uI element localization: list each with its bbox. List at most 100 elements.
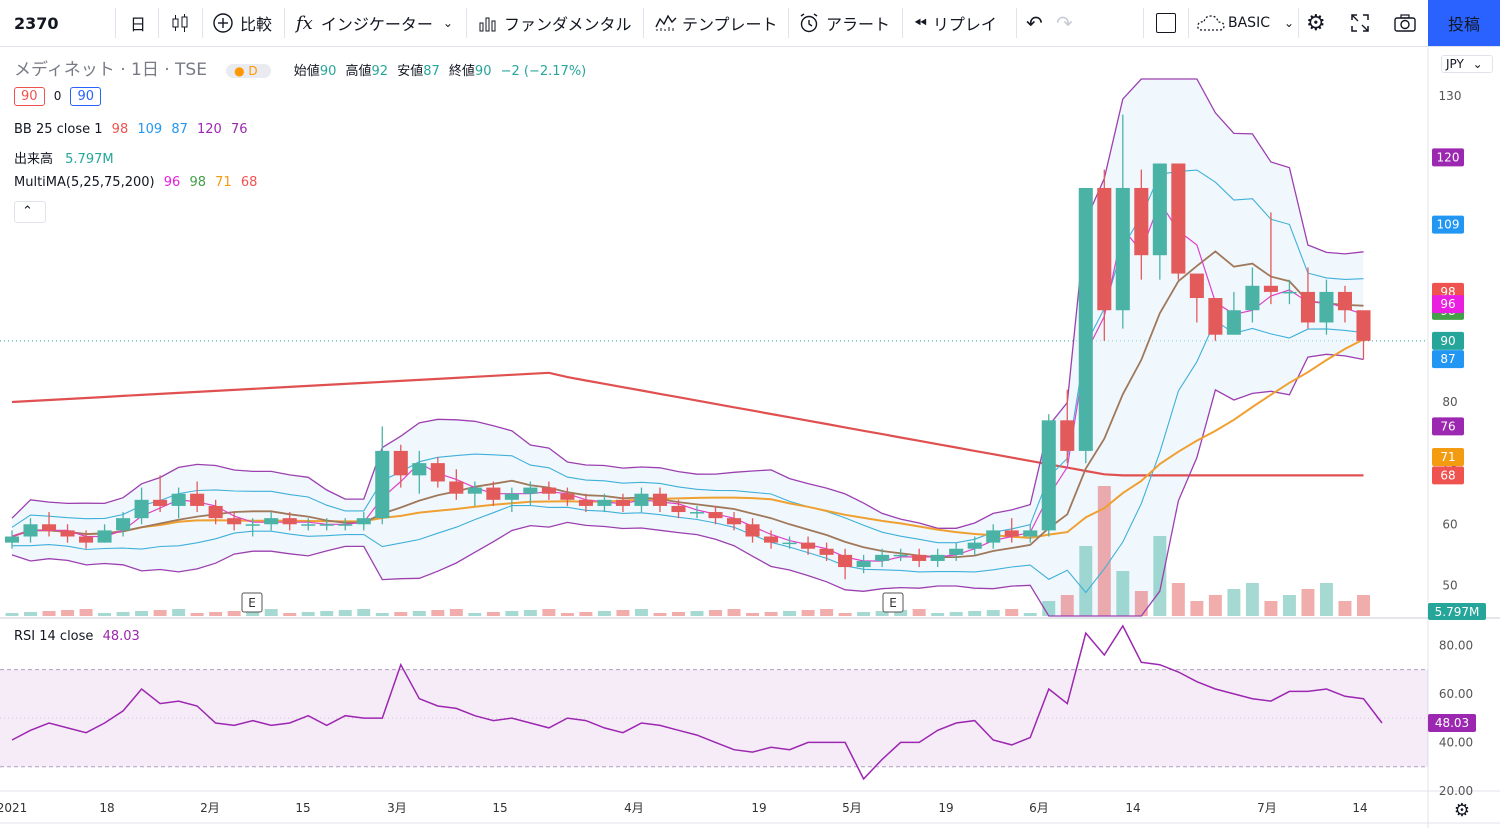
candle <box>1245 267 1260 323</box>
rsi-legend[interactable]: RSI 14 close 48.03 <box>14 629 145 644</box>
candle-body <box>41 524 57 531</box>
time-tick-label: 15 <box>492 801 507 815</box>
chevron-up-icon: ⌃ <box>22 204 33 219</box>
candle <box>449 469 464 500</box>
chevron-down-icon: ⌄ <box>1283 16 1295 30</box>
earnings-event-marker[interactable]: E <box>241 592 263 613</box>
candle <box>782 536 797 549</box>
volume-bar <box>1153 536 1167 616</box>
candle-body <box>671 505 686 513</box>
candle-body <box>986 530 1001 543</box>
fullscreen-layout-button[interactable] <box>1156 0 1176 46</box>
candle <box>1226 291 1241 335</box>
earnings-event-box <box>241 592 263 613</box>
candle-body <box>134 499 149 519</box>
earnings-event-marker[interactable]: E <box>882 592 904 613</box>
volume-bar <box>727 609 741 616</box>
volume-bar <box>912 609 926 616</box>
volume-bar <box>1338 601 1352 616</box>
chart-type-button[interactable] <box>170 0 190 46</box>
fullscreen-button[interactable] <box>1350 0 1370 46</box>
volume-bar <box>838 613 852 616</box>
rsi-value-badge: 48.03 <box>1428 714 1476 732</box>
layout-button[interactable]: BASIC ⌄ <box>1196 0 1294 46</box>
candle <box>1060 389 1075 464</box>
interval-button[interactable]: 日 <box>130 0 146 46</box>
candle-body <box>264 518 279 525</box>
volume-bar <box>172 609 186 616</box>
candle-body <box>467 487 482 494</box>
volume-bar <box>1301 589 1315 616</box>
candle <box>1208 298 1223 341</box>
candle <box>1134 169 1149 280</box>
candle-body <box>245 524 260 526</box>
ma200-line <box>11 371 1364 477</box>
candle-body <box>689 512 705 514</box>
candle-body <box>1245 285 1260 311</box>
currency-select[interactable]: JPY ⌄ <box>1441 55 1493 73</box>
alerts-button[interactable]: アラート <box>798 0 890 46</box>
bid-box[interactable]: 90 <box>14 87 45 106</box>
indicators-label: インジケーター <box>320 15 433 34</box>
symbol-search-button[interactable]: 2370 <box>14 0 59 46</box>
function-icon: fx <box>296 12 313 34</box>
candle-body <box>949 548 964 555</box>
volume-bar <box>190 613 204 616</box>
candle <box>689 505 705 519</box>
price-badge-label: 120 <box>1437 150 1460 164</box>
ask-box[interactable]: 90 <box>70 87 102 106</box>
candle-body <box>930 554 945 561</box>
price-badge-bg <box>1432 350 1464 369</box>
candle-body <box>1337 291 1353 311</box>
candle-body <box>301 524 316 526</box>
earnings-event-label: E <box>248 596 256 610</box>
volume-legend[interactable]: 出来高 5.797M <box>14 148 119 167</box>
candle-body <box>1319 291 1334 323</box>
ma-legend[interactable]: MultiMA(5,25,75,200) 96 98 71 68 <box>14 175 262 190</box>
rsi-line <box>11 624 1383 781</box>
square-icon <box>1156 13 1176 33</box>
replay-button[interactable]: ⏪︎ リプレイ <box>914 0 997 46</box>
candle <box>578 493 593 513</box>
rsi-label: RSI 14 close <box>14 629 94 644</box>
bb-value: 120 <box>197 122 222 137</box>
candle <box>912 548 927 568</box>
price-badge: 76 <box>1432 417 1464 436</box>
undo-button[interactable]: ↶ <box>1026 0 1043 46</box>
redo-button[interactable]: ↷ <box>1056 0 1073 46</box>
post-button[interactable]: 投稿 <box>1428 0 1500 46</box>
volume-bar <box>857 612 871 616</box>
compare-button[interactable]: 比較 <box>212 0 272 46</box>
price-tick-label: 60 <box>1442 517 1457 531</box>
collapse-legend-button[interactable]: ⌃ <box>14 201 46 223</box>
axis-settings-gear-icon[interactable]: ⚙ <box>1454 800 1470 821</box>
snapshot-button[interactable] <box>1393 0 1417 46</box>
time-tick-label: 2021 <box>0 801 27 815</box>
chart-canvas[interactable]: EE 50607080901302021182月153月154月195月196月… <box>0 46 1500 828</box>
indicators-button[interactable]: fx インジケーター ⌄ <box>296 0 453 46</box>
redo-icon: ↷ <box>1056 11 1073 35</box>
candle-body <box>745 524 760 537</box>
volume-bar <box>468 613 482 616</box>
candle <box>875 548 890 568</box>
candle-body <box>764 536 779 543</box>
candle <box>1189 273 1204 323</box>
candle <box>190 481 205 513</box>
bb-legend[interactable]: BB 25 close 1 98 109 87 120 76 <box>14 122 253 137</box>
templates-button[interactable]: テンプレート <box>655 0 778 46</box>
volume-bar <box>153 610 167 616</box>
candle-body <box>412 463 427 476</box>
candle <box>79 530 94 549</box>
candle <box>301 518 316 531</box>
delay-badge: ● D <box>226 64 271 78</box>
settings-button[interactable]: ⚙ <box>1306 0 1326 46</box>
volume-bar <box>283 613 297 616</box>
bid-ask: 90 0 90 <box>14 87 106 106</box>
candle-body <box>79 536 94 543</box>
time-tick-label: 6月 <box>1029 801 1049 815</box>
fundamentals-button[interactable]: ファンダメンタル <box>478 0 632 46</box>
time-tick-label: 15 <box>295 801 310 815</box>
time-tick-label: 19 <box>751 801 766 815</box>
volume-bar <box>209 612 223 616</box>
candle <box>153 475 168 513</box>
